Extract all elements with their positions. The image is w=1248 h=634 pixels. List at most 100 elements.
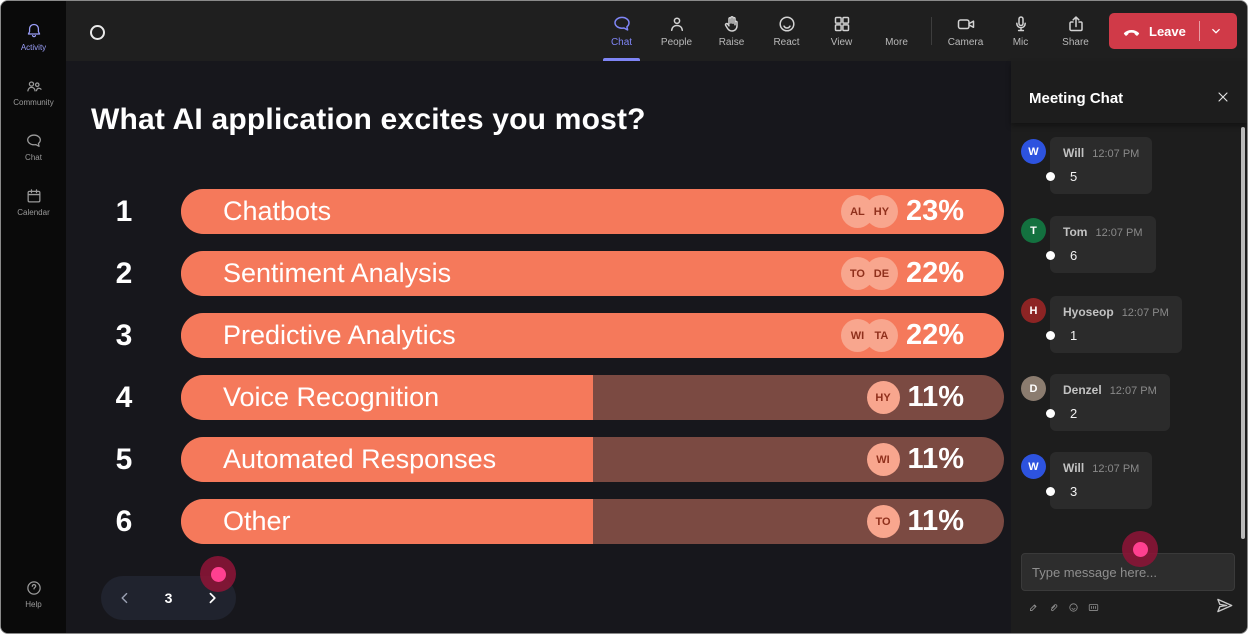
react-smiley-icon [778, 16, 795, 32]
chat-scrollbar[interactable] [1241, 127, 1245, 539]
sidebar-item-label: Chat [25, 152, 42, 162]
toolbar-share-button[interactable]: Share [1048, 1, 1103, 61]
toolbar-label: Camera [947, 37, 984, 48]
sidebar-item-help[interactable]: Help [1, 566, 66, 621]
status-dot-icon [1046, 487, 1055, 496]
status-dot-icon [1046, 251, 1055, 260]
avatar: W [1021, 139, 1046, 164]
toolbar-chat-button[interactable]: Chat [594, 1, 649, 61]
message-author: Denzel [1063, 383, 1102, 397]
poll-bar: Voice Recognition HY 11 [181, 375, 1004, 420]
poll-results: 1 Chatbots AL HY 23 2 Sentiment Analysis [66, 189, 1013, 544]
poll-row: 5 Automated Responses WI 11 [66, 437, 1013, 482]
compose-toolbar [1028, 602, 1099, 613]
calendar-icon [27, 188, 40, 202]
chat-message: H Hyoseop 12:07 PM 1 [1021, 296, 1182, 353]
shared-screen-stage: What AI application excites you most? 1 … [66, 61, 1013, 633]
chat-header: Meeting Chat [1011, 61, 1247, 123]
previous-slide-button[interactable] [117, 590, 133, 606]
help-icon [26, 580, 41, 595]
sidebar-item-activity[interactable]: Activity [1, 9, 66, 64]
toolbar-mic-button[interactable]: Mic [993, 1, 1048, 61]
toolbar-label: Chat [610, 37, 633, 48]
poll-row: 3 Predictive Analytics WI TA 22 [66, 313, 1013, 358]
poll-option-label: Chatbots [223, 196, 332, 226]
sidebar-item-community[interactable]: Community [1, 64, 66, 119]
toolbar-label: Mic [1012, 37, 1029, 48]
chevron-down-icon[interactable] [1208, 23, 1224, 39]
toolbar-label: Raise [718, 37, 745, 48]
gif-icon[interactable] [1088, 602, 1099, 613]
poll-bar-end: TO 11 [866, 499, 1004, 544]
chat-message: W Will 12:07 PM 5 [1021, 137, 1153, 194]
poll-percentage: 11 [908, 443, 964, 476]
toolbar-more-button[interactable]: More [869, 1, 924, 61]
toolbar-label: People [660, 37, 693, 48]
avatar: D [1021, 376, 1046, 401]
poll-percentage: 23 [906, 195, 964, 228]
camera-icon [957, 19, 974, 30]
toolbar-raise-button[interactable]: Raise [704, 1, 759, 61]
sidebar-item-label: Calendar [17, 207, 50, 217]
more-ellipsis-icon [887, 14, 907, 34]
toolbar-camera-button[interactable]: Camera [938, 1, 993, 61]
message-bubble: Will 12:07 PM 3 [1046, 452, 1153, 509]
view-grid-icon [834, 16, 849, 32]
chat-message: T Tom 12:07 PM 6 [1021, 216, 1156, 273]
toolbar-react-button[interactable]: React [759, 1, 814, 61]
message-bubble: Denzel 12:07 PM 2 [1046, 374, 1170, 431]
message-time: 12:07 PM [1109, 385, 1157, 397]
sidebar-item-calendar[interactable]: Calendar [1, 174, 66, 229]
toolbar-label: Share [1062, 37, 1089, 48]
format-icon[interactable] [1028, 602, 1039, 613]
message-text: 2 [1070, 406, 1078, 421]
mic-icon [1015, 16, 1026, 32]
message-time: 12:07 PM [1121, 307, 1169, 319]
app-logo-icon [90, 25, 105, 40]
poll-rank: 2 [115, 257, 133, 290]
message-bubble: Hyoseop 12:07 PM 1 [1046, 296, 1182, 353]
message-text: 1 [1070, 328, 1078, 343]
message-time: 12:07 PM [1095, 227, 1143, 239]
toolbar-divider [931, 17, 932, 45]
poll-bar-end: TO DE 22 [840, 251, 1004, 296]
chat-message-input[interactable] [1021, 553, 1235, 591]
poll-bar-end: AL HY 23 [840, 189, 1004, 234]
slide-pager: 3 [101, 576, 236, 620]
poll-option-label: Sentiment Analysis [223, 258, 452, 288]
bell-icon [27, 23, 40, 37]
next-slide-button[interactable] [204, 590, 220, 606]
poll-bar-fill [181, 499, 593, 544]
poll-option-label: Automated Responses [223, 444, 497, 474]
message-author: Tom [1063, 225, 1088, 239]
chat-message: D Denzel 12:07 PM 2 [1021, 374, 1170, 431]
sidebar-item-label: Activity [20, 42, 47, 52]
message-text: 6 [1070, 248, 1078, 263]
poll-bar: Automated Responses WI 11 [181, 437, 1004, 482]
avatar: T [1021, 218, 1046, 243]
attach-icon[interactable] [1048, 602, 1059, 613]
toolbar-view-button[interactable]: View [814, 1, 869, 61]
community-icon [26, 80, 42, 91]
message-text: 3 [1070, 484, 1078, 499]
message-time: 12:07 PM [1092, 463, 1140, 475]
sidebar-item-label: Help [25, 599, 42, 609]
close-icon[interactable] [1215, 89, 1231, 105]
poll-percentage: 11 [908, 381, 964, 414]
toolbar-label: More [885, 37, 908, 48]
send-icon[interactable] [1215, 596, 1234, 615]
toolbar-people-button[interactable]: People [649, 1, 704, 61]
poll-row: 6 Other TO 11 [66, 499, 1013, 544]
leave-label: Leave [1149, 23, 1186, 39]
voter-avatar: DE [864, 257, 898, 290]
app-sidebar: Activity Community Chat Calendar Help [1, 1, 66, 633]
poll-option-label: Other [223, 506, 291, 536]
poll-rank: 3 [115, 319, 133, 352]
leave-button[interactable]: Leave [1109, 13, 1237, 49]
poll-row: 4 Voice Recognition HY 11 [66, 375, 1013, 420]
emoji-icon[interactable] [1068, 602, 1079, 613]
sidebar-item-chat[interactable]: Chat [1, 119, 66, 174]
poll-percentage: 22 [906, 257, 964, 290]
status-dot-icon [1046, 409, 1055, 418]
